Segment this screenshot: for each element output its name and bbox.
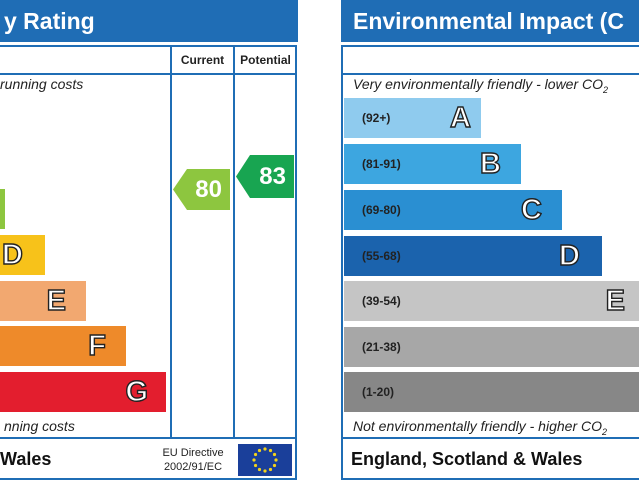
energy-band-letter: E	[46, 284, 67, 317]
environment-band-letter: D	[558, 239, 580, 272]
environment-band-range: (92+)	[362, 111, 391, 125]
co2-subscript: 2	[603, 84, 609, 95]
environment-band-a: (92+) A	[344, 98, 481, 138]
environment-band-range: (55-68)	[362, 249, 401, 263]
energy-footer-divider	[0, 437, 297, 439]
energy-rating-title: y Rating	[0, 0, 298, 42]
energy-band-d: D	[0, 235, 45, 275]
environment-band-range: (39-54)	[362, 294, 401, 308]
environment-top-note-text: Very environmentally friendly - lower CO	[353, 76, 604, 92]
current-column-header: Current	[180, 53, 225, 67]
potential-column-header: Potential	[240, 53, 291, 67]
energy-rating-panel: y Rating Current Potential running costs…	[0, 0, 298, 480]
environment-band-g: (1-20)	[344, 372, 639, 412]
current-rating-indicator: 80	[173, 169, 230, 210]
energy-band-letter: F	[88, 329, 107, 362]
environment-band-e: (39-54) E	[344, 281, 639, 321]
energy-band-c	[0, 189, 5, 229]
environment-band-f: (21-38)	[344, 327, 639, 367]
energy-band-letter: G	[125, 375, 149, 408]
environment-band-letter: B	[479, 147, 501, 180]
environment-band-letter: C	[520, 193, 542, 226]
environment-footer-region: England, Scotland & Wales	[351, 449, 583, 469]
energy-bottom-note: nning costs	[4, 418, 75, 434]
environment-top-note: Very environmentally friendly - lower CO…	[353, 76, 639, 96]
eu-directive-text: EU Directive 2002/91/EC	[152, 446, 234, 478]
energy-potential-col-divider	[233, 45, 235, 438]
energy-footer-region: Wales	[0, 449, 52, 469]
energy-band-g: G	[0, 372, 166, 412]
environment-bottom-note: Not environmentally friendly - higher CO…	[353, 418, 639, 436]
environment-band-letter: E	[605, 284, 626, 317]
energy-top-note: running costs	[0, 76, 84, 92]
energy-current-col-divider	[170, 45, 172, 438]
energy-band-e: E	[0, 281, 86, 321]
environment-header-divider	[341, 73, 639, 75]
environment-band-range: (69-80)	[362, 203, 401, 217]
environmental-impact-title: Environmental Impact (C	[341, 0, 639, 42]
environment-band-d: (55-68) D	[344, 236, 602, 276]
environment-band-range: (81-91)	[362, 157, 401, 171]
environment-band-range: (1-20)	[362, 385, 395, 399]
environment-band-letter: A	[449, 101, 471, 134]
energy-header-divider	[0, 73, 297, 75]
environment-band-range: (21-38)	[362, 340, 401, 354]
environment-band-b: (81-91) B	[344, 144, 521, 184]
environmental-impact-panel: Environmental Impact (C Very environment…	[341, 0, 639, 480]
eu-directive-line2: 2002/91/EC	[163, 461, 223, 473]
co2-subscript: 2	[602, 426, 608, 436]
environment-footer-divider	[341, 437, 639, 439]
energy-band-f: F	[0, 326, 126, 366]
environment-bottom-note-text: Not environmentally friendly - higher CO	[353, 418, 602, 434]
potential-rating-indicator: 83	[236, 155, 294, 198]
eu-flag-icon	[238, 444, 292, 476]
energy-band-letter: D	[1, 238, 23, 271]
eu-directive-line1: EU Directive	[162, 447, 224, 459]
environment-band-c: (69-80) C	[344, 190, 562, 230]
